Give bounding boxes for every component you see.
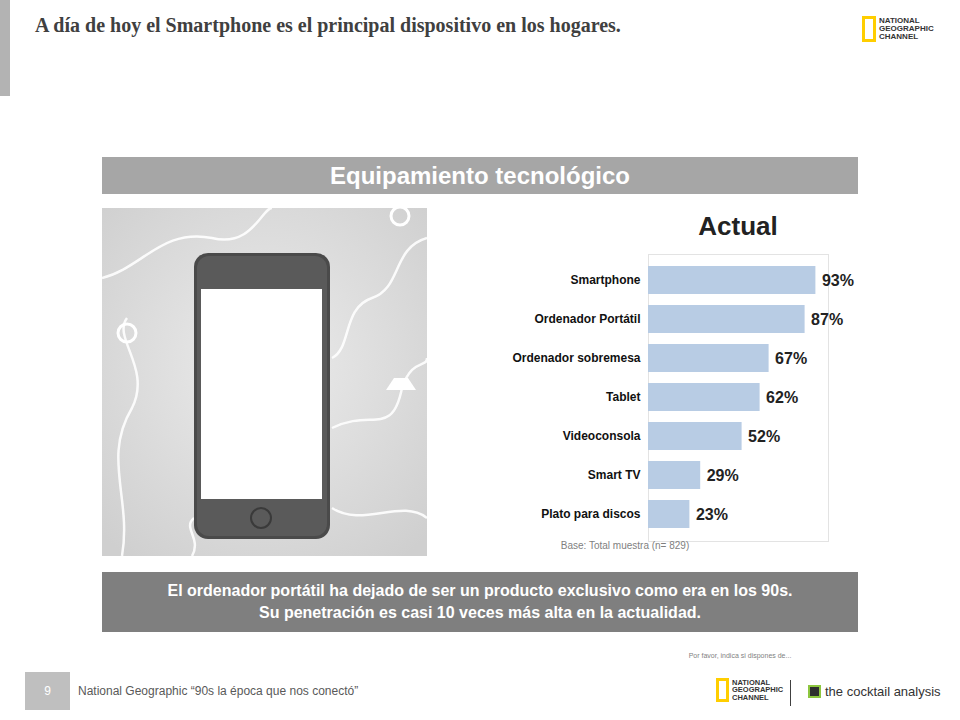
svg-text:Tablet: Tablet xyxy=(606,390,640,404)
svg-text:93%: 93% xyxy=(822,272,854,289)
svg-text:87%: 87% xyxy=(811,311,843,328)
html-text:the cocktail analysis: the cocktail analysis xyxy=(825,684,941,699)
html-text:CHANNEL: CHANNEL xyxy=(879,32,919,41)
html-text:GEOGRAPHIC: GEOGRAPHIC xyxy=(879,24,934,33)
svg-text:Ordenador sobremesa: Ordenador sobremesa xyxy=(512,351,640,365)
svg-text:52%: 52% xyxy=(748,428,780,445)
html-text:National Geographic “90s la ép: National Geographic “90s la época que no… xyxy=(78,684,359,698)
html-text:Por favor, indica si dispones: Por favor, indica si dispones de... xyxy=(688,652,792,659)
html-text:Actual: Actual xyxy=(698,211,778,241)
svg-text:Smart TV: Smart TV xyxy=(588,468,641,482)
html-text:GEOGRAPHIC: GEOGRAPHIC xyxy=(732,685,784,695)
html-text:Base: Total muestra (n= 829): Base: Total muestra (n= 829) xyxy=(560,540,690,551)
svg-text:67%: 67% xyxy=(775,350,807,367)
svg-text:62%: 62% xyxy=(766,389,798,406)
svg-text:Plato para discos: Plato para discos xyxy=(541,507,641,521)
html-text:Su penetración es casi 10 vece: Su penetración es casi 10 veces más alta… xyxy=(259,604,701,621)
html-text:9: 9 xyxy=(44,684,51,698)
svg-text:Ordenador Portátil: Ordenador Portátil xyxy=(534,312,640,326)
svg-text:29%: 29% xyxy=(707,467,739,484)
html-text:NATIONAL: NATIONAL xyxy=(879,16,920,25)
html-text:El ordenador portátil ha dejad: El ordenador portátil ha dejado de ser u… xyxy=(167,582,793,599)
html-text:A día de hoy el Smartphone es: A día de hoy el Smartphone es el princip… xyxy=(35,14,621,36)
svg-text:Videoconsola: Videoconsola xyxy=(563,429,641,443)
html-text:CHANNEL: CHANNEL xyxy=(732,692,769,702)
svg-text:23%: 23% xyxy=(696,506,728,523)
svg-text:Smartphone: Smartphone xyxy=(570,273,640,287)
html-text:Equipamiento tecnológico: Equipamiento tecnológico xyxy=(330,162,630,189)
html-text:NATIONAL: NATIONAL xyxy=(732,677,771,687)
